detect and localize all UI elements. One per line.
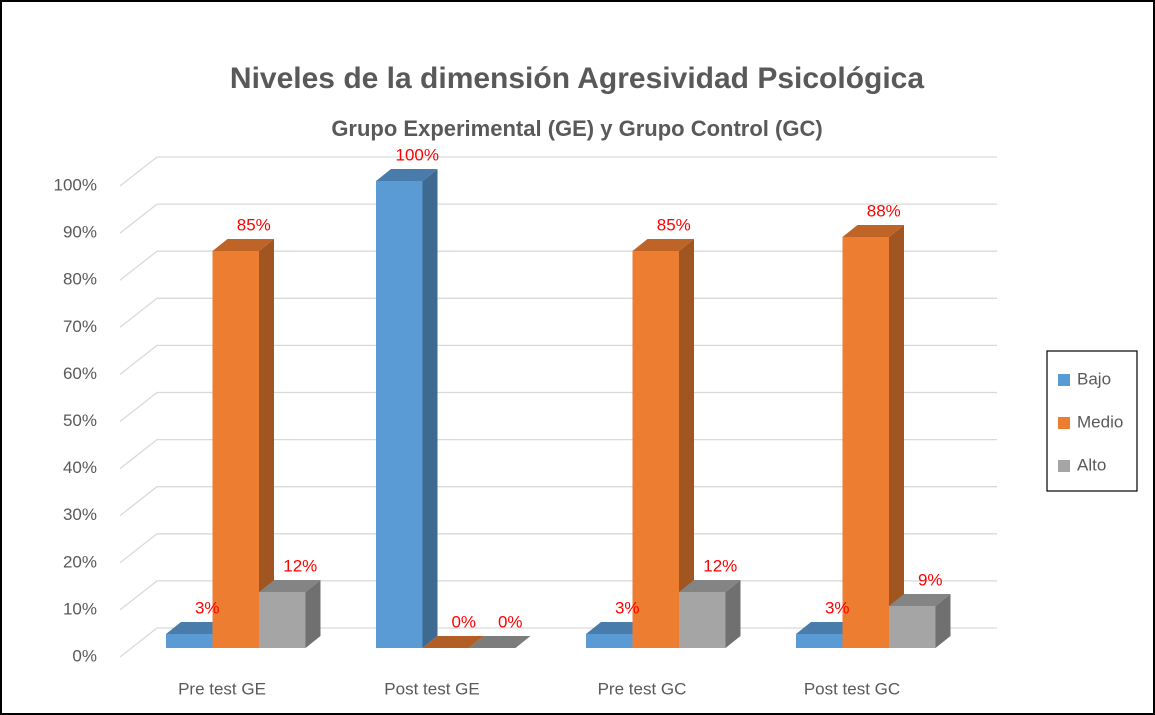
data-label: 3% (195, 598, 220, 617)
grid-line (119, 156, 997, 187)
legend-swatch (1058, 460, 1070, 472)
bar-front (166, 633, 213, 648)
bar-top (166, 621, 228, 634)
bar (842, 225, 904, 649)
x-tick-label: Post test GE (384, 679, 479, 698)
bar-top (586, 621, 648, 634)
data-label: 3% (615, 598, 640, 617)
grid-line (119, 297, 997, 328)
bar-side (259, 239, 274, 649)
y-tick-label: 100% (54, 175, 97, 194)
bar-front (212, 251, 259, 649)
bar (679, 579, 741, 648)
grid-line (119, 438, 997, 470)
grid-line (119, 203, 997, 234)
grid-line (119, 391, 997, 423)
data-label: 9% (918, 570, 943, 589)
data-label: 85% (657, 216, 691, 235)
bar-front (796, 633, 843, 648)
bar-side (725, 579, 741, 648)
legend-label: Bajo (1077, 369, 1111, 388)
bar-front (259, 591, 306, 648)
bar-side (889, 225, 904, 649)
legend-swatch (1058, 374, 1070, 386)
bar-front (842, 237, 889, 649)
y-tick-label: 80% (63, 270, 97, 289)
bar (376, 169, 438, 648)
bar-top (422, 636, 484, 648)
legend-label: Medio (1077, 412, 1123, 431)
y-tick-label: 30% (63, 505, 97, 524)
grid-line (119, 250, 997, 281)
legend-label: Alto (1077, 455, 1106, 474)
y-tick-label: 10% (63, 599, 97, 618)
y-tick-label: 90% (63, 223, 97, 242)
bar-top (259, 579, 321, 592)
bar-top (376, 169, 438, 181)
bar-front (679, 591, 726, 648)
bar-top (212, 239, 274, 252)
y-tick-label: 50% (63, 411, 97, 430)
bar (632, 239, 694, 649)
grid-line (119, 344, 997, 375)
y-tick-label: 20% (63, 552, 97, 571)
bar (469, 636, 531, 648)
bar-top (889, 593, 951, 606)
bar-side (935, 593, 951, 648)
y-tick-label: 0% (72, 646, 97, 665)
bar (212, 239, 274, 649)
data-label: 85% (237, 216, 271, 235)
bar-front (586, 633, 633, 648)
chart-title: Niveles de la dimensión Agresividad Psic… (230, 62, 924, 95)
y-tick-label: 70% (63, 317, 97, 336)
chart-subtitle: Grupo Experimental (GE) y Grupo Control … (331, 116, 822, 141)
x-tick-label: Pre test GE (178, 679, 266, 698)
legend-swatch (1058, 417, 1070, 429)
bar (422, 636, 484, 648)
bar-side (679, 239, 694, 649)
bar-side (305, 579, 321, 648)
bar-top (469, 636, 531, 648)
x-tick-label: Pre test GC (598, 679, 687, 698)
data-label: 12% (703, 556, 737, 575)
data-label: 0% (498, 612, 523, 631)
grid-line (119, 486, 997, 517)
bar-top (679, 579, 741, 592)
bar-top (632, 239, 694, 252)
bar (889, 593, 951, 648)
x-tick-label: Post test GC (804, 679, 900, 698)
grid-line (119, 533, 997, 564)
data-label: 3% (825, 598, 850, 617)
data-label: 0% (451, 612, 476, 631)
bar-front (376, 181, 423, 648)
y-tick-label: 60% (63, 364, 97, 383)
data-label: 100% (396, 145, 439, 164)
data-label: 88% (867, 202, 901, 221)
y-tick-label: 40% (63, 458, 97, 477)
bar (259, 579, 321, 648)
bar-top (842, 225, 904, 238)
bar-side (422, 169, 438, 648)
bar-front (632, 251, 679, 649)
data-label: 12% (283, 556, 317, 575)
bar-front (889, 605, 936, 648)
bar-top (796, 621, 858, 634)
